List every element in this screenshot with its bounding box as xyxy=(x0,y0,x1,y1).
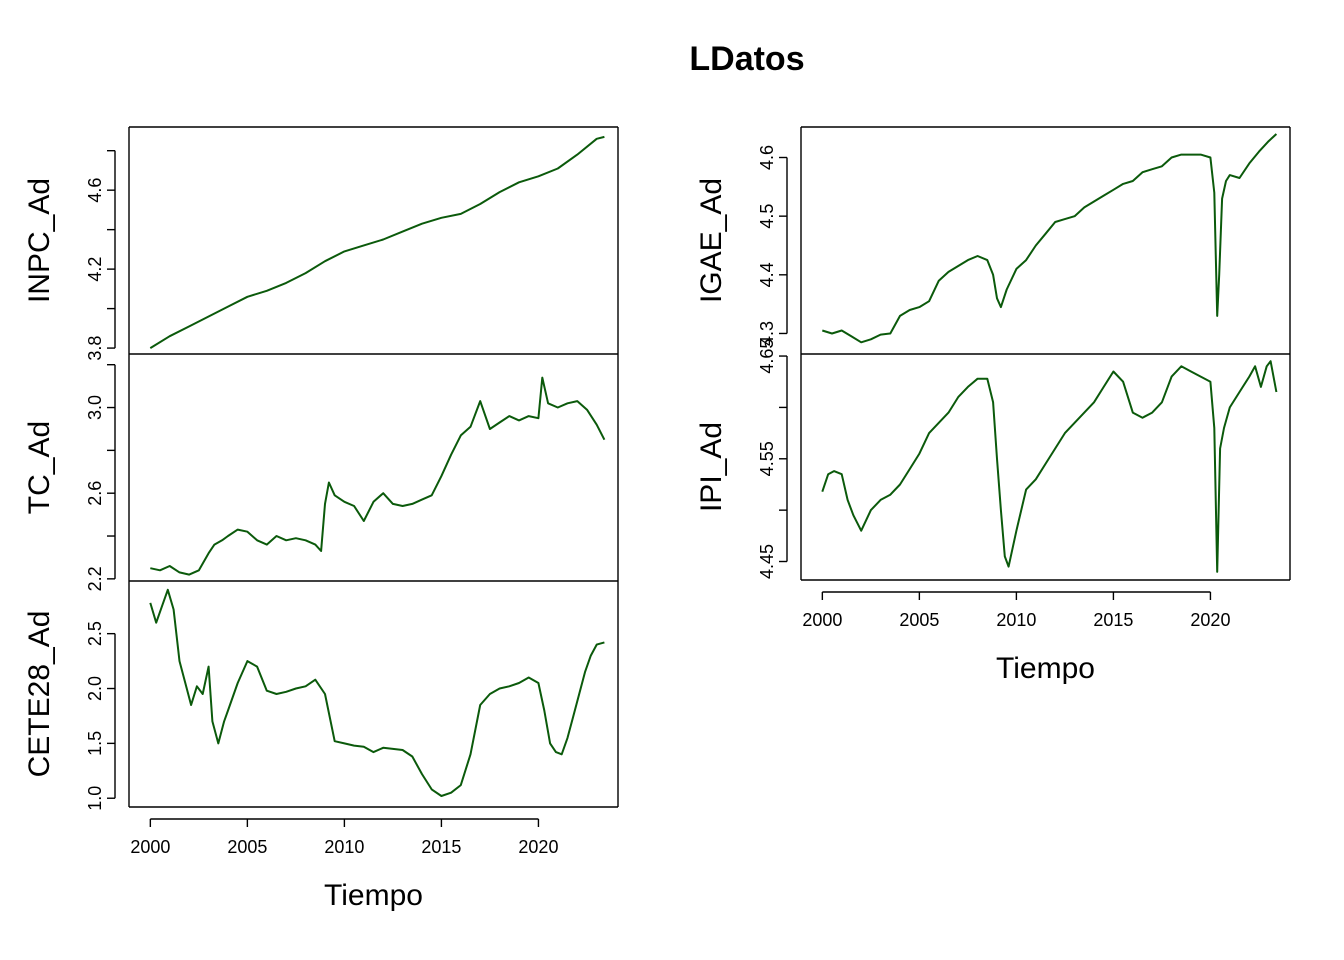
series-line-cete28-ad xyxy=(149,588,605,797)
series-line-tc-ad xyxy=(150,376,606,576)
y-tick-label: 4.2 xyxy=(85,257,105,282)
series-line-inpc-ad xyxy=(149,135,605,349)
y-tick-label: 3.0 xyxy=(85,395,105,420)
series-line-igae-ad xyxy=(822,133,1278,344)
y-tick-label: 4.45 xyxy=(757,544,777,579)
panel-cete28-ad: 1.0 1.5 2.0 2.5 CETE28_Ad 2000 2005 2010 2015 202… xyxy=(23,581,619,912)
y-axis-label: TC_Ad xyxy=(23,421,56,514)
x-tick-label: 2010 xyxy=(324,837,364,857)
x-tick-label: 2005 xyxy=(227,837,267,857)
x-tick-label: 2020 xyxy=(518,837,558,857)
panel-tc-ad: 2.2 2.6 3.0 TC_Ad xyxy=(23,354,619,591)
y-axis-label: IGAE_Ad xyxy=(695,178,728,303)
y-tick-label: 4.55 xyxy=(757,441,777,476)
y-tick-label: 3.8 xyxy=(85,336,105,361)
y-axis-label: CETE28_Ad xyxy=(23,611,56,778)
y-tick-label: 2.6 xyxy=(85,481,105,506)
x-tick-label: 2005 xyxy=(899,610,939,630)
x-tick-label: 2020 xyxy=(1190,610,1230,630)
chart-title: LDatos xyxy=(689,40,804,78)
x-tick-label: 2000 xyxy=(130,837,170,857)
x-tick-label: 2015 xyxy=(421,837,461,857)
y-tick-label: 4.6 xyxy=(85,178,105,203)
panel-ipi-ad: 4.45 4.55 4.65 IPI_Ad 2000 2005 2010 2015 2020 Ti… xyxy=(695,339,1291,685)
x-tick-label: 2010 xyxy=(996,610,1036,630)
y-tick-label: 2.5 xyxy=(85,621,105,646)
panel-igae-ad: 4.3 4.4 4.5 4.6 IGAE_Ad xyxy=(695,126,1291,355)
x-tick-label: 2000 xyxy=(802,610,842,630)
y-tick-label: 1.0 xyxy=(85,786,105,811)
y-tick-label: 2.2 xyxy=(85,566,105,591)
series-line-ipi-ad xyxy=(821,360,1278,573)
y-tick-label: 4.3 xyxy=(757,321,777,346)
x-axis-label: Tiempo xyxy=(996,652,1095,685)
y-tick-label: 4.6 xyxy=(757,145,777,170)
y-tick-label: 2.0 xyxy=(85,676,105,701)
y-tick-label: 1.5 xyxy=(85,731,105,756)
y-axis-label: INPC_Ad xyxy=(23,178,56,303)
x-tick-label: 2015 xyxy=(1093,610,1133,630)
y-axis-label: IPI_Ad xyxy=(695,422,728,512)
y-tick-label: 4.5 xyxy=(757,204,777,229)
panel-inpc-ad: 3.8 4.2 4.6 INPC_Ad xyxy=(23,126,619,361)
y-tick-label: 4.4 xyxy=(757,262,777,287)
y-tick-label: 4.65 xyxy=(757,339,777,374)
panels-group: 3.8 4.2 4.6 INPC_Ad 2.2 2.6 3.0 TC_Ad 1.0 1.5 2.0 2… xyxy=(23,126,1291,912)
x-axis-label: Tiempo xyxy=(324,879,423,912)
